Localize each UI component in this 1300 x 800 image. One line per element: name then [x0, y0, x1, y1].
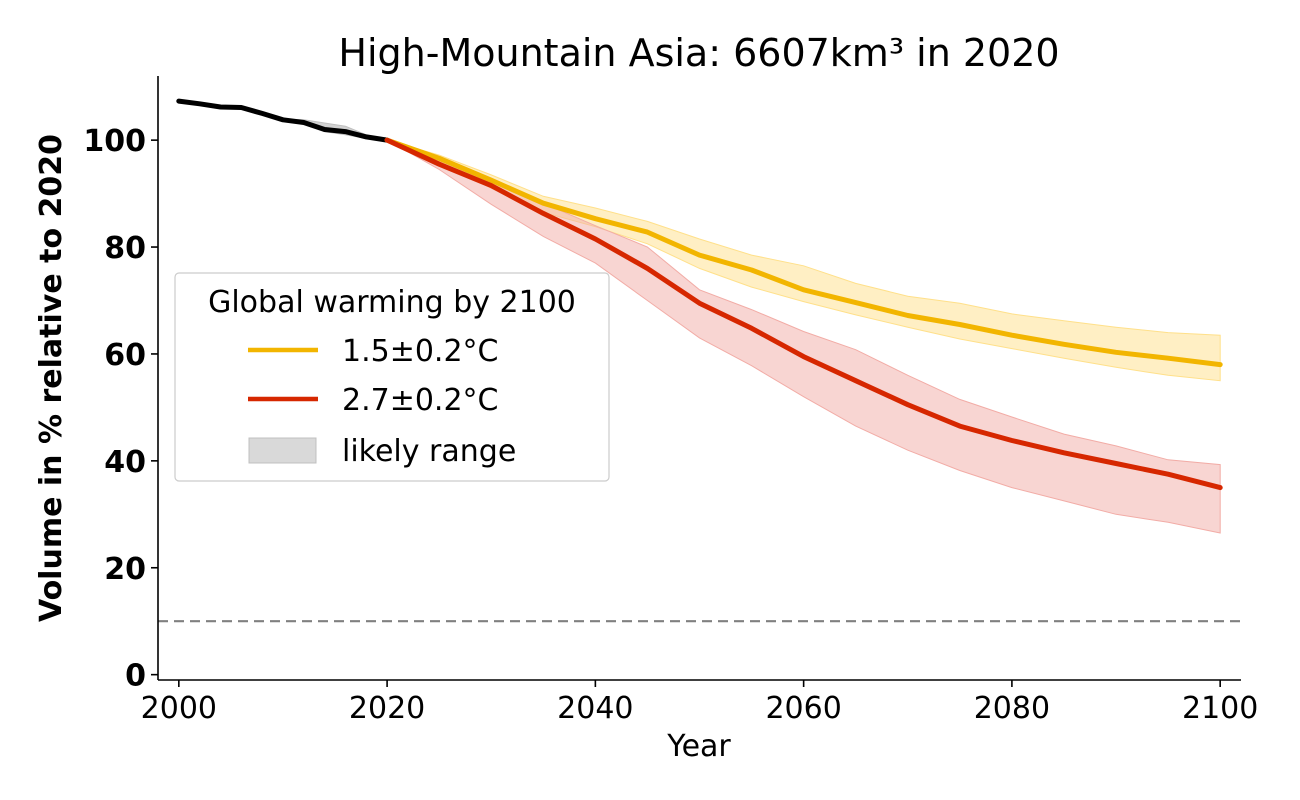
- y-tick-label-100: 100: [83, 124, 146, 159]
- line-scenario-1.5: [384, 137, 1223, 368]
- x-axis-ticks: 2000 2020 2040 2060 2080 2100: [141, 680, 1258, 726]
- y-tick-label-40: 40: [104, 445, 146, 480]
- x-tick-label-2020: 2020: [349, 691, 425, 726]
- chart-title: High-Mountain Asia: 6607km³ in 2020: [338, 31, 1059, 75]
- legend-label-2-7: 2.7±0.2°C: [342, 383, 499, 418]
- series-lines: [176, 98, 1223, 491]
- legend-label-1-5: 1.5±0.2°C: [342, 334, 499, 369]
- x-tick-label-2060: 2060: [765, 691, 841, 726]
- legend-label-likely-range: likely range: [342, 434, 516, 469]
- x-axis-label: Year: [666, 729, 731, 764]
- line-scenario-2.7: [384, 137, 1223, 491]
- legend-title: Global warming by 2100: [208, 285, 576, 320]
- legend-box: [174, 272, 610, 482]
- legend-swatch-likely-range: [248, 437, 317, 464]
- y-tick-label-80: 80: [104, 231, 146, 266]
- x-tick-label-2080: 2080: [974, 691, 1050, 726]
- y-tick-label-60: 60: [104, 338, 146, 373]
- legend: Global warming by 2100 1.5±0.2°C 2.7±0.2…: [174, 272, 610, 482]
- line-historical: [176, 98, 390, 143]
- x-tick-label-2000: 2000: [141, 691, 217, 726]
- x-tick-label-2040: 2040: [557, 691, 633, 726]
- y-axis-label: Volume in % relative to 2020: [34, 134, 69, 622]
- y-tick-label-20: 20: [104, 552, 146, 587]
- y-tick-label-0: 0: [125, 659, 146, 694]
- band-scenario-1.5: [386, 139, 1221, 382]
- y-axis-ticks: 0 20 40 60 80 100: [83, 124, 158, 694]
- x-tick-label-2100: 2100: [1182, 691, 1258, 726]
